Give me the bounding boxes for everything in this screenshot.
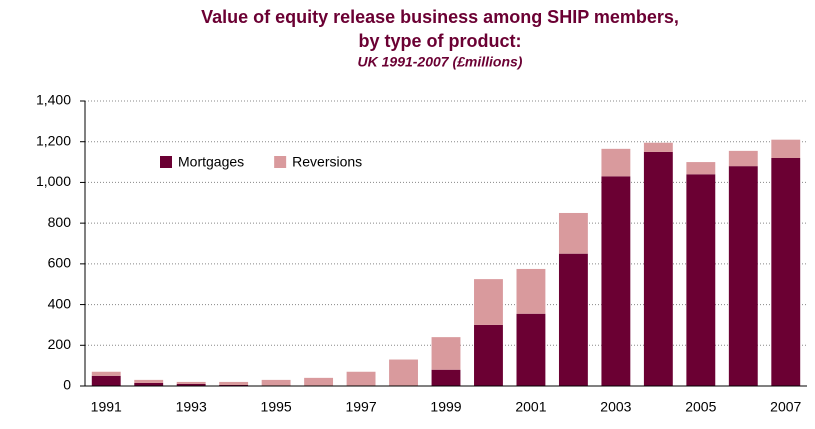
- x-tick-label: 2001: [515, 399, 546, 415]
- bar-segment: [134, 382, 164, 386]
- bar-segment: [431, 369, 461, 386]
- y-tick-label: 400: [48, 295, 72, 311]
- bar-segment: [261, 379, 291, 386]
- y-tick-label: 0: [63, 377, 71, 393]
- x-tick-label: 1997: [345, 399, 376, 415]
- bar-segment: [389, 359, 418, 386]
- bar-segment: [601, 148, 631, 177]
- legend-label: Reversions: [292, 154, 362, 170]
- bar-segment: [474, 279, 503, 325]
- bar-segment: [219, 384, 249, 386]
- y-tick-label: 800: [48, 214, 72, 230]
- x-tick-label: 1999: [430, 399, 461, 415]
- bar-segment: [516, 268, 546, 314]
- x-tick-label: 2007: [770, 399, 801, 415]
- bar-segment: [643, 151, 673, 386]
- y-tick-label: 1,000: [36, 173, 71, 189]
- chart-subtitle: UK 1991-2007 (£millions): [358, 54, 523, 70]
- chart-title: Value of equity release business among S…: [201, 7, 679, 27]
- bar-segment: [771, 139, 801, 158]
- bar-segment: [728, 166, 758, 386]
- legend-swatch: [274, 156, 287, 168]
- bar-segment: [686, 174, 716, 386]
- bar-segment: [176, 381, 206, 384]
- bar-segment: [91, 371, 121, 376]
- bar-segment: [686, 162, 716, 175]
- bar-segment: [134, 379, 164, 383]
- bar-segment: [474, 324, 503, 386]
- x-tick-label: 1991: [91, 399, 122, 415]
- bar-segment: [771, 158, 801, 386]
- bar-segment: [219, 381, 249, 385]
- y-tick-label: 1,200: [36, 132, 71, 148]
- y-tick-label: 600: [48, 255, 72, 271]
- bar-segment: [558, 212, 588, 254]
- bar-segment: [176, 383, 206, 386]
- bar-segment: [304, 377, 334, 386]
- x-tick-label: 2005: [685, 399, 716, 415]
- legend-swatch: [160, 156, 172, 168]
- bar-segment: [728, 150, 758, 167]
- bar-segment: [558, 253, 588, 386]
- x-tick-label: 1993: [176, 399, 207, 415]
- bar-segment: [346, 371, 376, 386]
- bar-segment: [91, 375, 121, 386]
- x-tick-label: 1995: [261, 399, 292, 415]
- bar-segment: [601, 176, 631, 386]
- y-tick-label: 200: [48, 336, 72, 352]
- chart-title: by type of product:: [359, 31, 522, 51]
- y-tick-label: 1,400: [36, 92, 71, 108]
- x-tick-label: 2003: [600, 399, 631, 415]
- legend-label: Mortgages: [178, 154, 244, 170]
- bar-segment: [516, 313, 546, 386]
- bar-segment: [643, 142, 673, 152]
- bar-segment: [431, 337, 461, 370]
